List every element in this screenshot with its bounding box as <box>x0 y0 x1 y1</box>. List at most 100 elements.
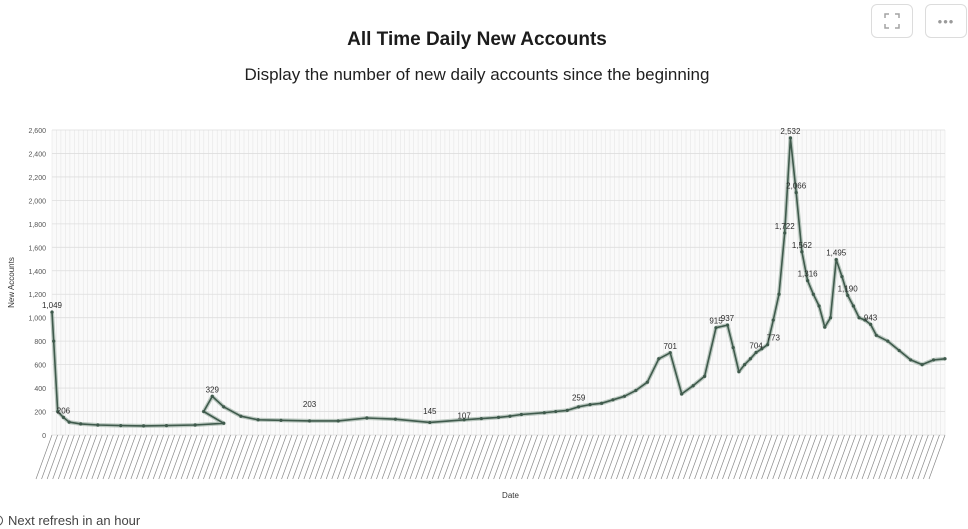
x-tick-label <box>817 434 834 480</box>
y-tick-label: 1,400 <box>28 269 46 276</box>
data-point <box>668 351 672 355</box>
x-tick-label <box>364 434 382 480</box>
data-point <box>588 403 592 407</box>
data-point <box>846 293 850 298</box>
x-tick-label <box>577 434 594 480</box>
x-tick-label <box>521 434 538 480</box>
data-point <box>702 374 707 378</box>
y-tick-label: 2,000 <box>28 198 46 205</box>
x-tick-label <box>504 434 522 480</box>
x-tick-label <box>471 434 488 480</box>
x-tick-label <box>102 434 120 480</box>
y-axis-title: New Accounts <box>7 257 16 308</box>
data-label: 915 <box>709 317 723 326</box>
x-tick-label <box>482 434 499 480</box>
x-tick-label <box>789 434 806 480</box>
x-tick-label <box>275 434 293 480</box>
x-tick-label <box>727 434 745 480</box>
x-tick-label <box>247 434 265 480</box>
y-tick-label: 600 <box>34 363 46 370</box>
x-tick-label <box>616 434 633 480</box>
x-tick-label <box>766 434 784 480</box>
data-point <box>817 304 821 308</box>
x-tick-label <box>928 434 946 480</box>
data-label: 1,495 <box>826 249 847 258</box>
data-point <box>96 423 100 427</box>
x-tick-label <box>660 434 678 480</box>
x-tick-label <box>359 434 377 480</box>
x-tick-label <box>69 434 86 480</box>
x-tick-label <box>286 434 304 480</box>
data-point <box>565 408 569 412</box>
x-tick-label <box>113 434 131 480</box>
data-point <box>622 394 627 398</box>
x-tick-label <box>705 434 723 480</box>
x-tick-label <box>370 434 388 480</box>
x-tick-label <box>459 434 477 480</box>
data-label: 1,190 <box>838 284 859 293</box>
data-point <box>519 412 523 417</box>
y-tick-label: 200 <box>34 410 46 417</box>
x-tick-label <box>52 434 70 480</box>
data-point <box>909 358 913 362</box>
x-tick-label <box>242 434 259 480</box>
expand-button[interactable] <box>871 4 913 38</box>
x-tick-label <box>694 434 711 480</box>
x-tick-label <box>889 434 907 480</box>
data-point <box>428 420 432 425</box>
data-point <box>783 231 787 235</box>
x-tick-label <box>699 434 717 480</box>
data-point <box>496 415 501 420</box>
x-tick-label <box>621 434 639 480</box>
data-point <box>897 348 901 353</box>
x-tick-label <box>884 434 901 480</box>
x-tick-label <box>632 434 650 480</box>
x-tick-label <box>63 434 81 480</box>
data-point <box>806 279 810 283</box>
x-tick-label <box>805 434 823 480</box>
x-tick-label <box>772 434 790 480</box>
x-tick-label <box>180 434 198 480</box>
x-tick-label <box>80 434 97 480</box>
x-tick-label <box>415 434 432 480</box>
data-point <box>943 357 947 361</box>
data-point <box>731 346 735 350</box>
data-point <box>834 258 838 262</box>
data-label: 2,532 <box>780 127 801 136</box>
data-label: 943 <box>864 313 878 322</box>
x-tick-label <box>147 434 164 480</box>
x-tick-label <box>750 434 767 480</box>
data-point <box>554 409 558 414</box>
data-point <box>788 136 793 140</box>
data-label: 1,049 <box>42 301 63 310</box>
more-options-button[interactable]: ••• <box>925 4 967 38</box>
x-tick-label <box>671 434 689 480</box>
x-tick-label <box>420 434 438 480</box>
data-point <box>725 323 730 327</box>
x-tick-label <box>649 434 667 480</box>
x-tick-label <box>208 434 226 480</box>
x-tick-label <box>811 434 829 480</box>
data-label: 259 <box>572 394 586 403</box>
x-tick-label <box>41 434 58 480</box>
x-tick-label <box>532 434 550 480</box>
x-tick-label <box>164 434 181 480</box>
x-tick-label <box>833 434 851 480</box>
x-tick-label <box>264 434 282 480</box>
x-tick-label <box>872 434 890 480</box>
x-tick-label <box>225 434 243 480</box>
x-tick-label <box>214 434 231 480</box>
x-tick-label <box>716 434 734 480</box>
x-tick-label <box>515 434 533 480</box>
data-point <box>737 370 741 374</box>
data-label: 937 <box>721 314 735 323</box>
x-tick-label <box>683 434 700 480</box>
x-tick-label <box>917 434 935 480</box>
x-tick-label <box>191 434 209 480</box>
x-tick-label <box>828 434 845 480</box>
data-label: 1,722 <box>775 222 796 231</box>
x-tick-label <box>376 434 393 480</box>
data-point <box>743 363 747 367</box>
data-point <box>794 191 798 195</box>
data-point <box>256 418 260 422</box>
